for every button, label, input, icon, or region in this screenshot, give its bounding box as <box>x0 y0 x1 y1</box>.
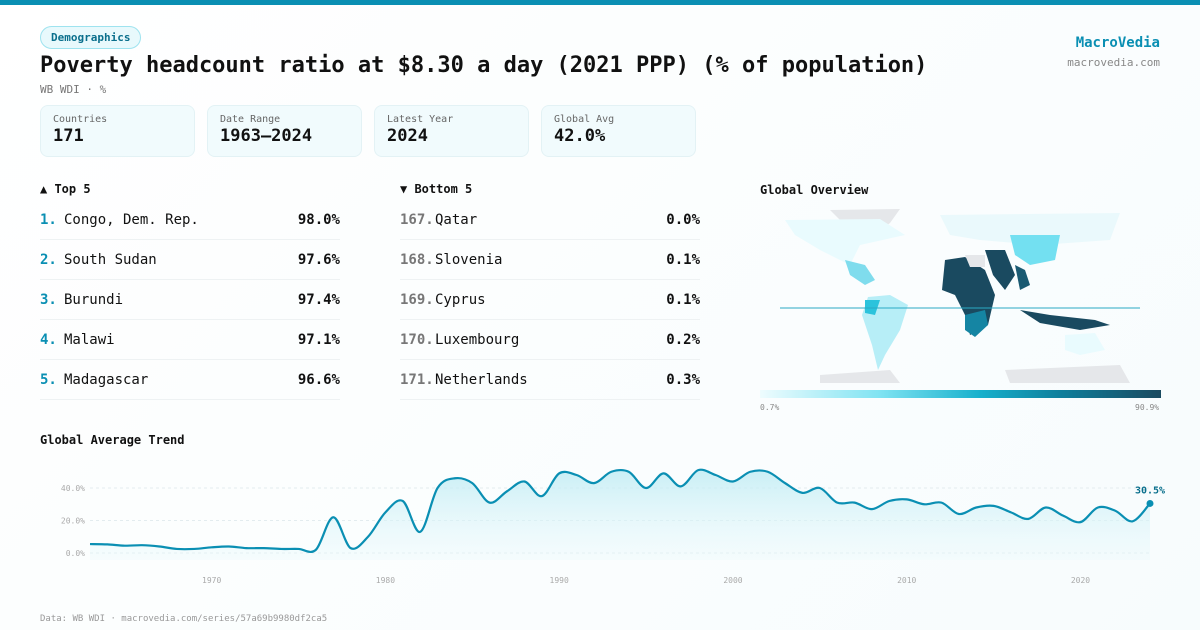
rank: 171. <box>400 371 434 388</box>
stat-countries: Countries 171 <box>40 105 195 157</box>
list-item[interactable]: 169. Cyprus 0.1% <box>400 280 700 320</box>
top5-heading: ▲ Top 5 <box>40 182 91 196</box>
brand-url[interactable]: macrovedia.com <box>1067 56 1160 69</box>
country-name: Malawi <box>64 331 115 348</box>
top5-list: 1. Congo, Dem. Rep. 98.0% 2. South Sudan 97.6… <box>40 200 340 400</box>
stat-date-range: Date Range 1963–2024 <box>207 105 362 157</box>
x-tick-label: 1970 <box>202 576 221 585</box>
legend-min-label: 0.7% <box>760 403 780 412</box>
x-tick-label: 2020 <box>1071 576 1090 585</box>
list-item[interactable]: 168. Slovenia 0.1% <box>400 240 700 280</box>
country-name: Slovenia <box>435 251 503 268</box>
map-color-legend <box>760 390 1161 398</box>
x-tick-label: 1990 <box>550 576 569 585</box>
footer-source: Data: WB WDI · macrovedia.com/series/57a… <box>40 614 328 624</box>
trend-line <box>89 468 1151 553</box>
list-item[interactable]: 5. Madagascar 96.6% <box>40 360 340 400</box>
country-name: South Sudan <box>64 251 157 268</box>
list-item[interactable]: 1. Congo, Dem. Rep. 98.0% <box>40 200 340 240</box>
page-title: Poverty headcount ratio at $8.30 a day (… <box>40 53 928 78</box>
list-item[interactable]: 3. Burundi 97.4% <box>40 280 340 320</box>
country-value: 96.6% <box>297 371 340 388</box>
source-subtitle: WB WDI · % <box>40 83 107 96</box>
list-item[interactable]: 171. Netherlands 0.3% <box>400 360 700 400</box>
stat-label: Latest Year <box>387 114 454 125</box>
category-tag[interactable]: Demographics <box>40 26 142 49</box>
rank: 5. <box>40 371 57 388</box>
x-tick-label: 2010 <box>897 576 916 585</box>
list-item[interactable]: 170. Luxembourg 0.2% <box>400 320 700 360</box>
country-value: 98.0% <box>297 211 340 228</box>
country-name: Qatar <box>435 211 478 228</box>
list-item[interactable]: 167. Qatar 0.0% <box>400 200 700 240</box>
trend-heading: Global Average Trend <box>40 433 185 447</box>
country-name: Burundi <box>64 291 124 308</box>
stat-global-avg: Global Avg 42.0% <box>541 105 696 157</box>
country-value: 0.0% <box>666 211 700 228</box>
country-name: Netherlands <box>435 371 528 388</box>
country-value: 0.3% <box>666 371 700 388</box>
legend-max-label: 90.9% <box>1135 403 1160 412</box>
y-tick-label: 40.0% <box>61 484 85 493</box>
brand-logo[interactable]: MacroVedia <box>1075 35 1160 51</box>
country-name: Congo, Dem. Rep. <box>64 211 199 228</box>
data-point <box>1146 499 1154 507</box>
bottom5-list: 167. Qatar 0.0% 168. Slovenia 0.1% 169. Cyprus 0… <box>400 200 700 400</box>
list-item[interactable]: 4. Malawi 97.1% <box>40 320 340 360</box>
bottom5-heading: ▼ Bottom 5 <box>400 182 473 196</box>
stat-label: Countries <box>53 114 108 125</box>
stat-label: Date Range <box>220 114 281 125</box>
country-name: Cyprus <box>435 291 486 308</box>
stat-value: 171 <box>53 126 84 146</box>
stat-latest-year: Latest Year 2024 <box>374 105 529 157</box>
rank: 3. <box>40 291 57 308</box>
x-tick-label: 1980 <box>376 576 395 585</box>
rank: 2. <box>40 251 57 268</box>
rank: 168. <box>400 251 434 268</box>
last-value-label: 30.5% <box>1135 485 1165 496</box>
country-name: Luxembourg <box>435 331 520 348</box>
top-accent-bar <box>0 0 1200 5</box>
trend-chart[interactable]: 0.0% 20.0% 40.0% 1970 1980 1990 2000 2010 2020 30… <box>0 460 1200 590</box>
country-value: 0.1% <box>666 291 700 308</box>
stat-value: 2024 <box>387 126 428 146</box>
map-heading: Global Overview <box>760 183 869 197</box>
stat-label: Global Avg <box>554 114 615 125</box>
rank: 170. <box>400 331 434 348</box>
rank: 167. <box>400 211 434 228</box>
y-tick-label: 0.0% <box>66 549 85 558</box>
country-value: 97.1% <box>297 331 340 348</box>
x-tick-label: 2000 <box>723 576 742 585</box>
stat-value: 1963–2024 <box>220 126 313 146</box>
world-map[interactable] <box>780 205 1140 385</box>
trend-area <box>90 469 1150 560</box>
country-value: 0.1% <box>666 251 700 268</box>
country-value: 97.6% <box>297 251 340 268</box>
y-tick-label: 20.0% <box>61 517 85 526</box>
map-region <box>780 209 1140 383</box>
rank: 169. <box>400 291 434 308</box>
rank: 1. <box>40 211 57 228</box>
country-name: Madagascar <box>64 371 149 388</box>
country-value: 0.2% <box>666 331 700 348</box>
country-value: 97.4% <box>297 291 340 308</box>
rank: 4. <box>40 331 57 348</box>
list-item[interactable]: 2. South Sudan 97.6% <box>40 240 340 280</box>
stat-value: 42.0% <box>554 126 606 146</box>
